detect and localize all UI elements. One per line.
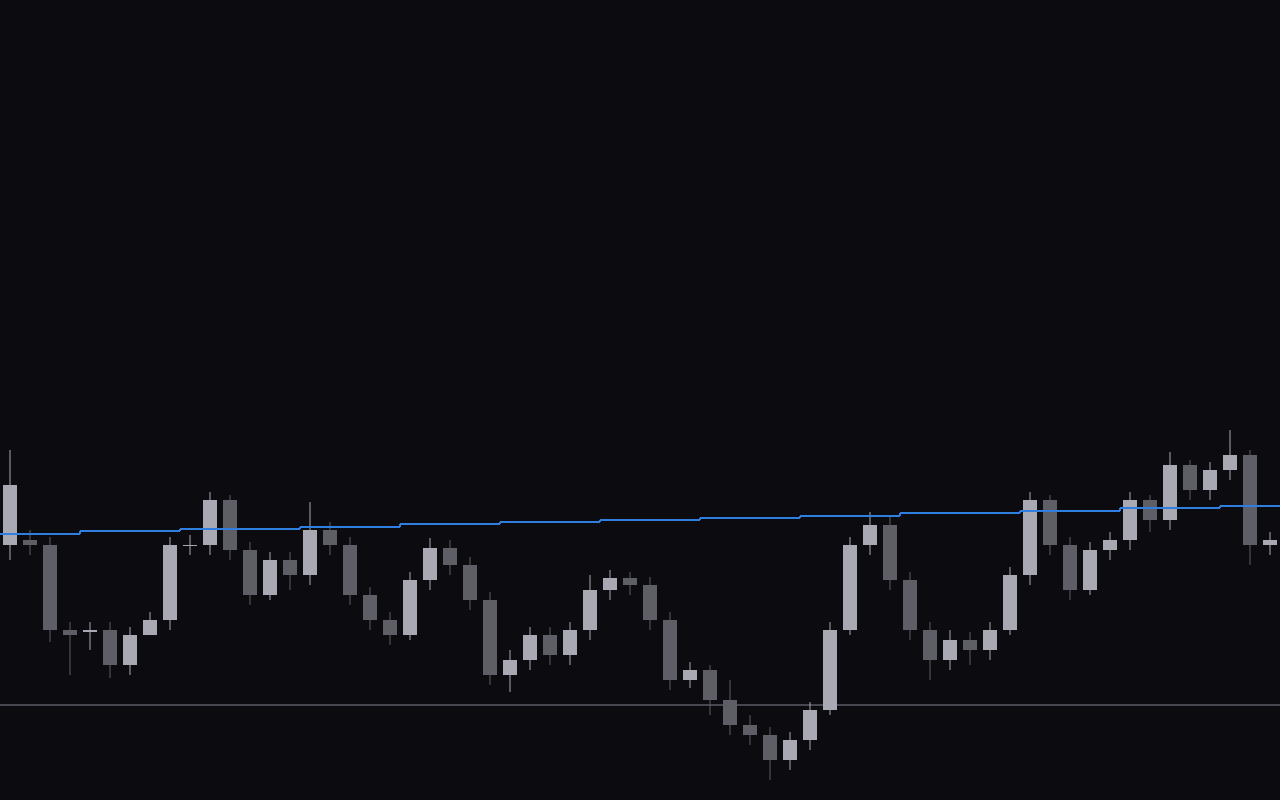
candle-body <box>1003 575 1017 630</box>
candle-body <box>23 540 37 545</box>
candle-body <box>1023 500 1037 575</box>
candle-body <box>323 530 337 545</box>
candle-body <box>1143 500 1157 520</box>
candle-body <box>203 500 217 545</box>
candle-body <box>63 630 77 635</box>
candle-body <box>283 560 297 575</box>
candle-body <box>1183 465 1197 490</box>
candle-body <box>883 525 897 580</box>
candle-body <box>503 660 517 675</box>
candle-body <box>723 700 737 725</box>
candle-body <box>903 580 917 630</box>
candle-body <box>843 545 857 630</box>
candle-body <box>43 545 57 630</box>
candle-body <box>1123 500 1137 540</box>
candle-body <box>163 545 177 620</box>
candle-body <box>3 485 17 545</box>
candle-body <box>563 630 577 655</box>
candle-body <box>1043 500 1057 545</box>
candle-body <box>403 580 417 635</box>
candle-body <box>303 530 317 575</box>
candle-body <box>243 550 257 595</box>
candle-body <box>463 565 477 600</box>
candle-body <box>1063 545 1077 590</box>
candle-body <box>183 545 197 546</box>
candle-body <box>743 725 757 735</box>
candle-body <box>1223 455 1237 470</box>
candle-body <box>603 578 617 590</box>
candle-body <box>123 635 137 665</box>
candle-body <box>703 670 717 700</box>
candle-body <box>363 595 377 620</box>
candle-body <box>583 590 597 630</box>
candle-body <box>383 620 397 635</box>
candle-body <box>223 500 237 550</box>
candle-body <box>663 620 677 680</box>
candle-body <box>523 635 537 660</box>
candle-body <box>1243 455 1257 545</box>
candle-body <box>803 710 817 740</box>
candle-body <box>103 630 117 665</box>
candle-body <box>83 630 97 632</box>
candle-body <box>1203 470 1217 490</box>
candle-body <box>423 548 437 580</box>
candle-body <box>683 670 697 680</box>
candle-body <box>1083 550 1097 590</box>
candle-body <box>643 585 657 620</box>
candle-body <box>263 560 277 595</box>
candle-body <box>823 630 837 710</box>
candle-body <box>443 548 457 565</box>
candle-body <box>863 525 877 545</box>
candle-body <box>923 630 937 660</box>
candle-body <box>1263 540 1277 545</box>
candle-body <box>763 735 777 760</box>
candle-body <box>343 545 357 595</box>
candle-body <box>1103 540 1117 550</box>
candle-body <box>963 640 977 650</box>
candle-body <box>943 640 957 660</box>
candle-body <box>483 600 497 675</box>
candle-body <box>1163 465 1177 520</box>
candle-body <box>623 578 637 585</box>
candle-body <box>543 635 557 655</box>
candle-body <box>983 630 997 650</box>
candle-body <box>783 740 797 760</box>
candle-body <box>143 620 157 635</box>
